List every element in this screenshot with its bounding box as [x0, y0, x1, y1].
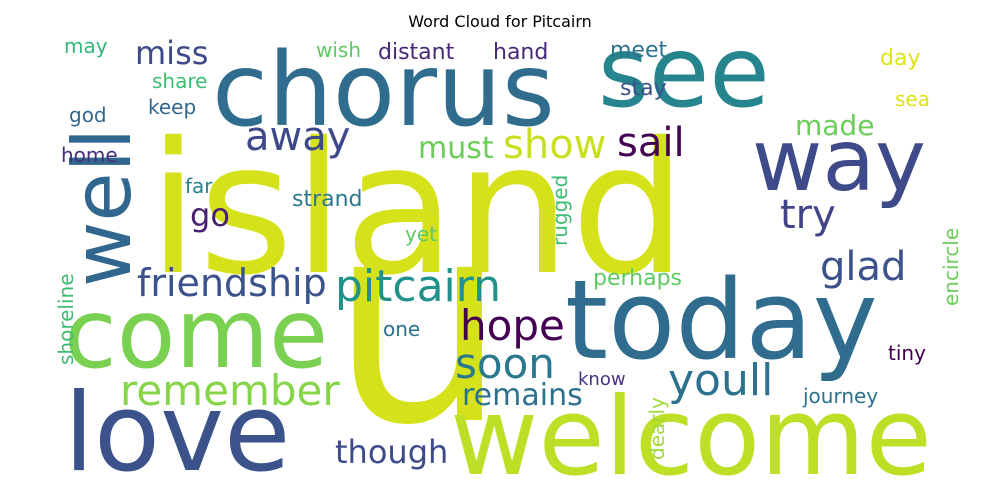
word-home: home [61, 143, 118, 167]
word-soon: soon [455, 339, 555, 388]
word-journey: journey [802, 384, 878, 408]
word-yet: yet [405, 222, 437, 246]
word-island: island [148, 103, 686, 315]
word-miss: miss [135, 34, 208, 72]
word-sea: sea [895, 87, 930, 111]
chart-title: Word Cloud for Pitcairn [408, 12, 592, 31]
word-meet: meet [610, 38, 668, 63]
word-youll: youll [668, 355, 773, 406]
word-hand: hand [493, 40, 548, 65]
word-strand: strand [292, 187, 363, 212]
word-sail: sail [617, 120, 685, 166]
word-god: god [69, 103, 107, 127]
word-though: though [335, 433, 448, 471]
word-hope: hope [460, 301, 565, 350]
word-far: far [185, 174, 213, 198]
word-well: well [56, 128, 149, 287]
word-shoreline: shoreline [54, 273, 78, 365]
word-stay: stay [620, 76, 667, 101]
word-friendship: friendship [137, 261, 327, 305]
word-remember: remember [120, 366, 340, 415]
word-love: love [64, 371, 290, 496]
word-tiny: tiny [888, 341, 926, 365]
word-distant: distant [378, 40, 455, 65]
word-chorus: chorus [212, 31, 555, 150]
word-welcome: welcome [450, 375, 932, 500]
word-rugged: rugged [548, 175, 572, 246]
word-show: show [503, 122, 606, 168]
word-must: must [418, 131, 494, 166]
word-dearly: dearly [645, 397, 669, 460]
word-know: know [578, 369, 626, 390]
word-perhaps: perhaps [593, 266, 682, 291]
word-glad: glad [820, 244, 906, 290]
word-may: may [64, 34, 108, 58]
word-encircle: encircle [939, 228, 963, 306]
word-day: day [880, 46, 920, 71]
word-share: share [152, 69, 207, 93]
word-one: one [383, 317, 420, 341]
word-remains: remains [462, 378, 583, 413]
word-see: see [598, 16, 770, 130]
word-away: away [245, 114, 350, 160]
word-come: come [64, 278, 328, 390]
word-u: u [330, 161, 507, 487]
word-go: go [190, 196, 230, 234]
word-pitcairn: pitcairn [335, 261, 501, 312]
word-today: today [565, 256, 878, 384]
word-wish: wish [316, 38, 361, 62]
word-made: made [795, 109, 874, 142]
word-try: try [780, 192, 836, 238]
word-keep: keep [148, 95, 196, 119]
word-way: way [752, 111, 926, 211]
